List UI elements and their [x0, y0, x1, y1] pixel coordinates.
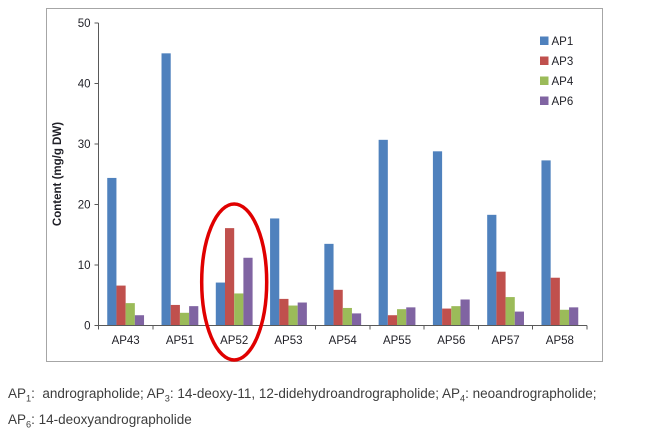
bar-AP6-AP43: 1.7	[134, 315, 145, 326]
caption-subscript: 1	[26, 393, 32, 404]
bar-AP6-AP57: 2.3	[514, 311, 524, 326]
y-tick-label: 50	[78, 18, 91, 30]
bar-AP4-AP54: 2.9	[342, 307, 352, 326]
caption-subscript: 4	[460, 393, 466, 404]
legend-swatch-AP1	[540, 36, 549, 45]
bar-AP1-AP51: 45	[161, 53, 171, 326]
bar-AP4-AP52: 5.3	[234, 293, 244, 326]
x-category-label-AP56: AP56	[437, 335, 465, 347]
bar-AP6-AP52: 11.2	[243, 257, 253, 326]
bar-AP4-AP57: 4.7	[505, 297, 515, 326]
bar-AP3-AP55: 1.7	[387, 315, 398, 326]
bar-AP3-AP57: 8.9	[496, 271, 506, 326]
bar-AP3-AP52: 16.1	[224, 228, 235, 326]
bar-AP1-AP52: 7.1	[215, 282, 225, 326]
legend-label-AP4: AP4	[552, 76, 574, 88]
legend-label-AP3: AP3	[552, 56, 574, 68]
caption-subscript: 6	[26, 419, 32, 430]
x-category-label-AP51: AP51	[166, 335, 194, 347]
bar-AP4-AP53: 3.3	[288, 305, 298, 326]
bar-AP4-AP56: 3.2	[451, 306, 461, 326]
y-tick-label: 0	[84, 321, 90, 333]
bar-AP6-AP58: 3	[569, 307, 579, 326]
bar-AP1-AP56: 28.8	[432, 151, 443, 326]
figure-caption: AP1: andrographolide; AP3: 14-deoxy-11, …	[8, 381, 648, 433]
caption-line-1: AP1: andrographolide; AP3: 14-deoxy-11, …	[8, 381, 648, 407]
highlight-ellipse	[199, 202, 269, 362]
legend-label-AP6: AP6	[552, 96, 574, 108]
legend-label-AP1: AP1	[552, 36, 574, 48]
x-category-label-AP55: AP55	[383, 335, 411, 347]
x-category-label-AP43: AP43	[112, 335, 140, 347]
bar-AP4-AP58: 2.6	[559, 309, 570, 326]
legend-swatch-AP6	[540, 96, 549, 105]
bar-AP6-AP51: 3.2	[189, 306, 199, 326]
x-category-label-AP54: AP54	[329, 335, 358, 347]
caption-text: : andrographolide; AP	[31, 386, 165, 401]
bar-AP6-AP53: 3.8	[297, 302, 307, 326]
bar-AP1-AP58: 27.3	[541, 160, 551, 326]
bar-AP1-AP43: 24.4	[107, 177, 117, 326]
bar-AP3-AP54: 5.9	[333, 289, 343, 326]
bar-AP1-AP55: 30.7	[378, 139, 388, 326]
y-axis-title: Content (mg/g DW)	[52, 122, 64, 226]
caption-text: : neoandrographolide;	[465, 386, 597, 401]
legend-swatch-AP3	[540, 56, 549, 65]
x-category-label-AP53: AP53	[274, 335, 302, 347]
y-tick-label: 20	[78, 200, 91, 212]
bar-AP6-AP55: 3	[406, 307, 416, 326]
bar-AP4-AP55: 2.7	[397, 309, 407, 326]
bar-AP4-AP43: 3.7	[125, 303, 135, 326]
x-category-label-AP58: AP58	[546, 335, 574, 347]
bar-AP1-AP57: 18.3	[487, 214, 497, 326]
caption-line-2: AP6: 14-deoxyandrographolide	[8, 407, 648, 433]
bar-AP3-AP58: 7.9	[550, 277, 560, 326]
y-tick-label: 40	[78, 79, 91, 91]
bar-AP4-AP51: 2.1	[179, 312, 190, 326]
bar-AP3-AP56: 2.8	[442, 308, 452, 326]
y-tick-label: 10	[78, 260, 91, 272]
caption-text: AP	[8, 386, 27, 401]
caption-text: : 14-deoxyandrographolide	[31, 412, 192, 427]
x-category-label-AP57: AP57	[492, 335, 520, 347]
bar-AP1-AP53: 17.7	[270, 218, 280, 326]
bar-AP3-AP53: 4.4	[279, 298, 289, 326]
caption-text: : 14-deoxy-11, 12-didehydroandrographoli…	[169, 386, 461, 401]
bar-AP1-AP54: 13.5	[324, 243, 334, 326]
caption-text: AP	[8, 412, 27, 427]
bar-AP3-AP43: 6.6	[116, 285, 126, 326]
y-tick-label: 30	[78, 139, 91, 151]
bar-AP6-AP54: 2	[351, 313, 362, 326]
caption-subscript: 3	[164, 393, 170, 404]
legend-swatch-AP4	[540, 76, 549, 85]
bar-AP3-AP51: 3.4	[170, 304, 180, 326]
bar-AP6-AP56: 4.3	[460, 299, 470, 326]
x-category-label-AP52: AP52	[220, 335, 248, 347]
